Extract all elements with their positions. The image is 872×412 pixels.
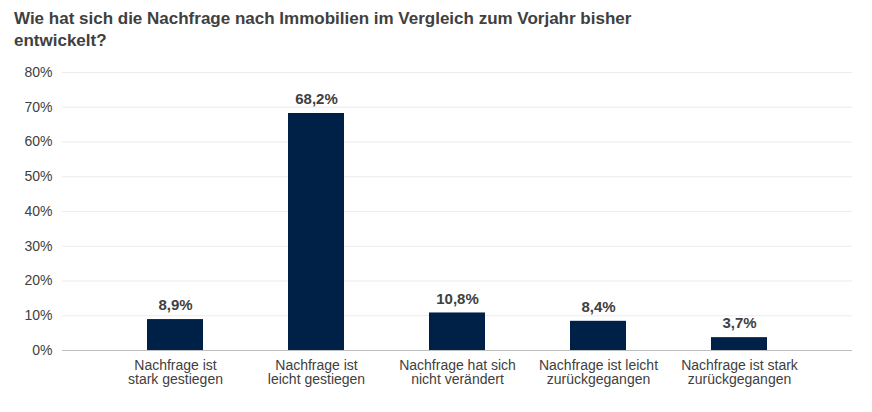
svg-text:70%: 70%	[24, 99, 52, 115]
svg-text:50%: 50%	[24, 168, 52, 184]
svg-text:8,9%: 8,9%	[158, 296, 192, 313]
svg-text:40%: 40%	[24, 203, 52, 219]
svg-text:Nachfrage ist starkzurückgegan: Nachfrage ist starkzurückgegangen	[681, 357, 799, 387]
svg-text:68,2%: 68,2%	[295, 90, 338, 107]
html-text:Wie hat sich die Nachfrage nac: Wie hat sich die Nachfrage nach Immobili…	[14, 9, 632, 50]
svg-text:30%: 30%	[24, 238, 52, 254]
svg-text:Nachfrage hat sichnicht veränd: Nachfrage hat sichnicht verändert	[399, 357, 516, 387]
svg-text:60%: 60%	[24, 133, 52, 149]
svg-text:3,7%: 3,7%	[722, 314, 756, 331]
svg-text:20%: 20%	[24, 272, 52, 288]
svg-text:Nachfrage istleicht gestiegen: Nachfrage istleicht gestiegen	[268, 357, 365, 387]
svg-text:0%: 0%	[32, 342, 52, 358]
svg-text:10%: 10%	[24, 307, 52, 323]
svg-text:Nachfrage ist leichtzurückgega: Nachfrage ist leichtzurückgegangen	[539, 357, 658, 387]
svg-text:80%: 80%	[24, 64, 52, 80]
svg-text:8,4%: 8,4%	[581, 298, 615, 315]
svg-text:10,8%: 10,8%	[436, 290, 479, 307]
svg-text:Nachfrage iststark gestiegen: Nachfrage iststark gestiegen	[128, 357, 223, 387]
